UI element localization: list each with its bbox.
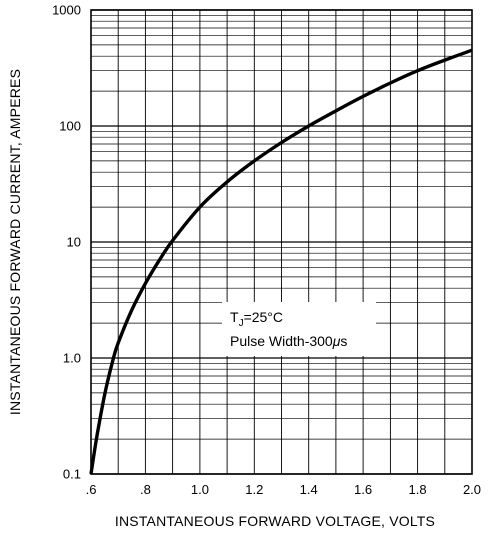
x-tick-label: .8	[140, 482, 151, 497]
x-tick-label: 1.0	[191, 482, 209, 497]
series-layer	[89, 48, 473, 475]
y-tick-labels: 0.1 1.0 10 100 1000	[52, 3, 81, 482]
annotation-box	[222, 302, 376, 356]
pulse-prefix: Pulse Width-300	[230, 333, 333, 349]
y-tick-label: 1.0	[63, 351, 81, 366]
x-tick-label: 2.0	[463, 482, 481, 497]
pulse-suffix: s	[340, 333, 347, 349]
x-axis-title: INSTANTANEOUS FORWARD VOLTAGE, VOLTS	[115, 513, 435, 529]
tj-value: =25°C	[244, 309, 283, 325]
y-tick-label: 1000	[52, 3, 81, 18]
x-tick-label: 1.8	[409, 482, 427, 497]
y-tick-label: 100	[59, 119, 81, 134]
x-tick-labels: .6 .8 1.0 1.2 1.4 1.6 1.8 2.0	[86, 482, 481, 497]
y-tick-label: 0.1	[63, 467, 81, 482]
tj-subscript: J	[239, 318, 244, 329]
forward-current-curve	[89, 48, 473, 475]
plot-frame	[90, 9, 473, 475]
pulse-width-label: Pulse Width-300μs	[230, 333, 347, 349]
tj-symbol: T	[230, 309, 239, 325]
x-tick-label: 1.6	[354, 482, 372, 497]
y-axis-title: INSTANTANEOUS FORWARD CURRENT, AMPERES	[7, 69, 23, 415]
y-tick-label: 10	[67, 235, 81, 250]
junction-temperature-label: TJ=25°C	[230, 309, 283, 329]
x-tick-label: 1.4	[300, 482, 318, 497]
x-tick-label: .6	[86, 482, 97, 497]
x-tick-label: 1.2	[245, 482, 263, 497]
pulse-mu: μ	[332, 333, 341, 349]
conditions-annotation: TJ=25°C Pulse Width-300μs	[222, 302, 376, 356]
